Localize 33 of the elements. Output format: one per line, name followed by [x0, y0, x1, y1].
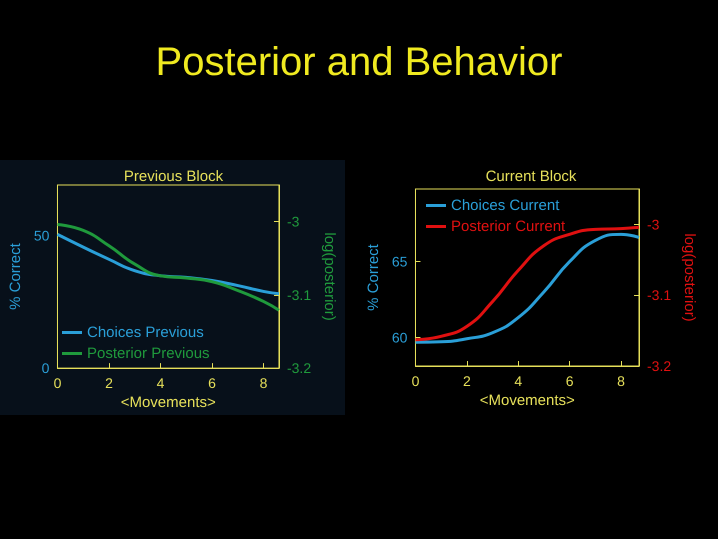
legend-label: Posterior Previous — [87, 345, 210, 362]
legend-label: Choices Current — [451, 197, 560, 214]
x-tick-label: 8 — [260, 375, 268, 392]
x-axis-title: <Movements> — [480, 392, 575, 409]
x-tick-label: 0 — [54, 375, 62, 392]
x-axis-title: <Movements> — [120, 394, 216, 411]
y-tick-label: 50 — [34, 227, 50, 244]
x-tick-label: 6 — [208, 375, 216, 392]
y2-tick-label: -3.1 — [647, 287, 672, 304]
y-tick-label: 65 — [392, 254, 408, 270]
line-series — [56, 223, 280, 312]
y2-axis-title: log(posterior) — [681, 233, 698, 322]
legend-label: Choices Previous — [87, 324, 204, 341]
x-tick-label: 2 — [105, 375, 114, 392]
legend-label: Posterior Current — [451, 218, 566, 235]
x-tick-label: 4 — [514, 373, 522, 389]
x-tick-label: 4 — [156, 375, 165, 392]
y2-axis-title: log(posterior) — [321, 232, 338, 321]
x-tick-label: 0 — [412, 373, 420, 389]
y2-tick-label: -3.2 — [286, 360, 312, 376]
y2-tick-label: -3 — [647, 216, 660, 232]
x-tick-label: 6 — [566, 373, 574, 389]
y2-tick-label: -3.2 — [647, 358, 672, 374]
y2-tick-label: -3 — [286, 214, 300, 230]
x-tick-label: 2 — [462, 373, 471, 389]
y-axis-title: % Correct — [365, 243, 382, 311]
x-tick-label: 8 — [617, 373, 626, 389]
y-axis-title: % Correct — [7, 242, 24, 310]
y-tick-label: 60 — [392, 329, 408, 346]
text: Posterior and Behavior — [154, 40, 564, 85]
chart-title: Previous Block — [124, 168, 224, 185]
chart-title: Current Block — [486, 168, 577, 185]
y2-tick-label: -3.1 — [286, 286, 312, 303]
